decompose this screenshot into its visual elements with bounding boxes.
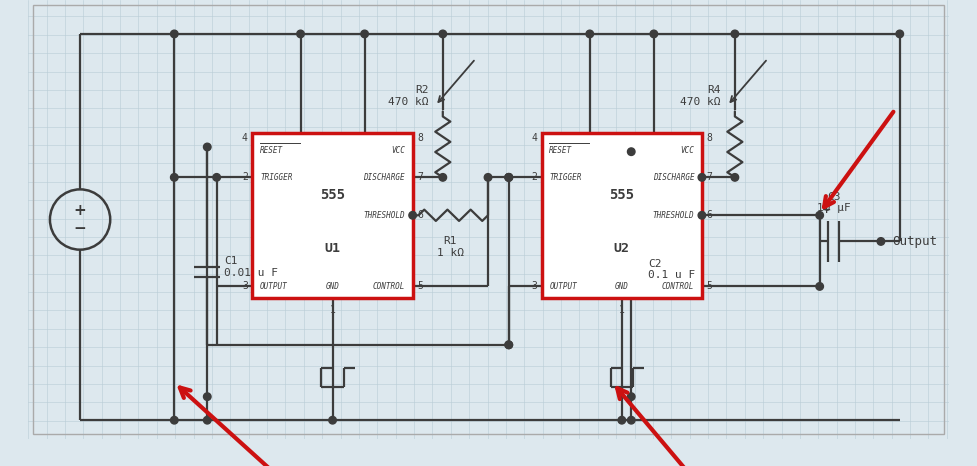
- Text: DISCHARGE: DISCHARGE: [363, 173, 405, 182]
- Circle shape: [171, 174, 178, 181]
- Text: THRESHOLD: THRESHOLD: [363, 211, 405, 220]
- Text: CONTROL: CONTROL: [373, 282, 405, 291]
- Text: U1: U1: [324, 242, 341, 255]
- Text: U2: U2: [614, 242, 630, 255]
- Text: THRESHOLD: THRESHOLD: [653, 211, 695, 220]
- Text: 6: 6: [417, 210, 423, 220]
- Text: GND: GND: [615, 282, 629, 291]
- Circle shape: [439, 174, 446, 181]
- Text: 555: 555: [320, 189, 345, 203]
- Text: R4
470 kΩ: R4 470 kΩ: [680, 85, 721, 107]
- Circle shape: [203, 143, 211, 151]
- Text: 8: 8: [417, 132, 423, 143]
- Text: 5: 5: [417, 281, 423, 291]
- Text: 8: 8: [706, 132, 712, 143]
- Text: OUTPUT: OUTPUT: [549, 282, 577, 291]
- Text: 4: 4: [531, 132, 537, 143]
- Circle shape: [627, 393, 635, 400]
- Circle shape: [650, 30, 658, 38]
- Circle shape: [361, 30, 368, 38]
- Circle shape: [203, 417, 211, 424]
- Text: 1: 1: [329, 305, 335, 315]
- Circle shape: [896, 30, 904, 38]
- Text: 3: 3: [531, 281, 537, 291]
- Circle shape: [297, 30, 304, 38]
- Circle shape: [171, 417, 178, 424]
- Circle shape: [439, 30, 446, 38]
- Bar: [252, 133, 412, 298]
- Text: 1: 1: [618, 305, 624, 315]
- Text: RESET: RESET: [549, 146, 573, 155]
- Text: C3
10 μF: C3 10 μF: [817, 192, 851, 213]
- Text: TRIGGER: TRIGGER: [260, 173, 292, 182]
- Text: Output: Output: [892, 235, 937, 248]
- Text: C1
0.01 u F: C1 0.01 u F: [225, 256, 278, 278]
- Circle shape: [816, 283, 824, 290]
- Circle shape: [731, 30, 739, 38]
- Text: +: +: [73, 203, 86, 218]
- Text: TRIGGER: TRIGGER: [549, 173, 581, 182]
- Circle shape: [618, 417, 625, 424]
- Text: DISCHARGE: DISCHARGE: [653, 173, 695, 182]
- Circle shape: [816, 212, 824, 219]
- Text: 5: 5: [706, 281, 712, 291]
- Text: CONTROL: CONTROL: [662, 282, 695, 291]
- Text: C2
0.1 u F: C2 0.1 u F: [648, 259, 696, 280]
- Circle shape: [171, 30, 178, 38]
- Circle shape: [731, 174, 739, 181]
- Text: R1
1 kΩ: R1 1 kΩ: [437, 236, 464, 258]
- Text: 2: 2: [531, 172, 537, 182]
- Text: VCC: VCC: [391, 146, 405, 155]
- Text: 4: 4: [242, 132, 248, 143]
- Circle shape: [505, 174, 513, 181]
- Circle shape: [213, 174, 221, 181]
- Text: RESET: RESET: [260, 146, 283, 155]
- Circle shape: [485, 174, 491, 181]
- Text: −: −: [73, 221, 86, 236]
- Text: 7: 7: [417, 172, 423, 182]
- Text: R2
470 kΩ: R2 470 kΩ: [388, 85, 429, 107]
- Text: OUTPUT: OUTPUT: [260, 282, 288, 291]
- Text: 6: 6: [706, 210, 712, 220]
- Circle shape: [505, 341, 513, 349]
- Circle shape: [505, 174, 513, 181]
- Text: 7: 7: [706, 172, 712, 182]
- Bar: [541, 133, 701, 298]
- Circle shape: [505, 341, 513, 349]
- Circle shape: [699, 212, 705, 219]
- Circle shape: [877, 238, 885, 245]
- Circle shape: [329, 417, 336, 424]
- Text: 3: 3: [242, 281, 248, 291]
- Text: GND: GND: [325, 282, 340, 291]
- Circle shape: [409, 212, 416, 219]
- Circle shape: [586, 30, 594, 38]
- Circle shape: [505, 174, 513, 181]
- Text: 555: 555: [610, 189, 634, 203]
- Circle shape: [627, 148, 635, 156]
- Circle shape: [203, 393, 211, 400]
- Circle shape: [627, 417, 635, 424]
- Text: 2: 2: [242, 172, 248, 182]
- Text: +: +: [822, 205, 830, 215]
- Text: VCC: VCC: [681, 146, 695, 155]
- Circle shape: [699, 174, 705, 181]
